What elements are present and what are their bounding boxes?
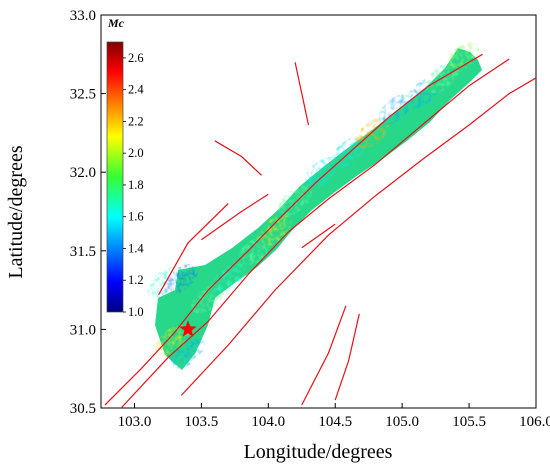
mc-region-12 [355, 117, 390, 149]
colorbar-tick-label-4: 2.0 [128, 146, 144, 160]
mc-region-10 [304, 156, 339, 188]
y-tick-label-4: 31.5 [70, 244, 96, 260]
colorbar-title: Mc [107, 16, 125, 30]
zone-outline [155, 48, 482, 370]
x-tick-label-1: 103.0 [118, 414, 152, 430]
mc-region-4 [171, 337, 205, 369]
y-axis-label: Latitude/degrees [5, 145, 27, 278]
colorbar-tick-label-3: 2.2 [128, 114, 144, 128]
x-tick-label-6: 105.5 [452, 414, 486, 430]
mc-region-16 [445, 42, 480, 73]
mc-region-6 [211, 263, 246, 295]
colorbar-tick-label-1: 2.6 [128, 51, 144, 65]
y-tick-label-6: 30.5 [70, 401, 96, 417]
y-tick-label-1: 33.0 [70, 8, 96, 24]
mc-region-13 [378, 93, 413, 125]
mc-region-3 [155, 325, 189, 356]
fault-line-7 [158, 203, 229, 296]
colorbar-tick-label-2: 2.4 [128, 83, 144, 97]
fault-line-2 [120, 58, 510, 408]
x-tick-label-2: 103.5 [185, 414, 219, 430]
colorbar-tick-label-6: 1.6 [128, 210, 144, 224]
fault-line-1 [104, 53, 483, 406]
epicenter-star-icon [179, 320, 197, 337]
fault-line-9 [214, 140, 263, 176]
y-tick-label-3: 32.0 [70, 165, 96, 181]
fault-line-3 [180, 77, 536, 396]
colorbar-tick-label-9: 1.0 [128, 305, 144, 319]
y-tick-label-5: 31.0 [70, 322, 96, 338]
colorbar: Mc 2.6 2.4 2.2 2.0 1.8 1.6 1.4 1.2 1.0 [106, 16, 144, 319]
x-tick-label-7: 106.0 [519, 414, 550, 430]
x-tick-label-4: 104.5 [318, 414, 352, 430]
seismic-zone [155, 48, 482, 370]
colorbar-tick-label-7: 1.4 [128, 241, 144, 255]
mc-region-2 [164, 263, 199, 295]
x-tick-label-5: 105.0 [385, 414, 419, 430]
colorbar-tick-label-8: 1.2 [128, 273, 144, 287]
colorbar-scale [106, 41, 124, 313]
x-tick-label-3: 104.0 [251, 414, 285, 430]
fault-line-5 [334, 313, 360, 401]
fault-line-10 [294, 62, 310, 126]
x-axis-label: Longitude/degrees [244, 441, 393, 463]
fault-line-4 [301, 305, 347, 406]
mc-region-8 [258, 214, 292, 246]
mc-region-9 [278, 185, 312, 216]
fault-line-6 [301, 223, 336, 249]
y-tick-label-2: 32.5 [70, 87, 96, 103]
fault-line-8 [201, 193, 269, 241]
colorbar-tick-label-5: 1.8 [128, 178, 144, 192]
